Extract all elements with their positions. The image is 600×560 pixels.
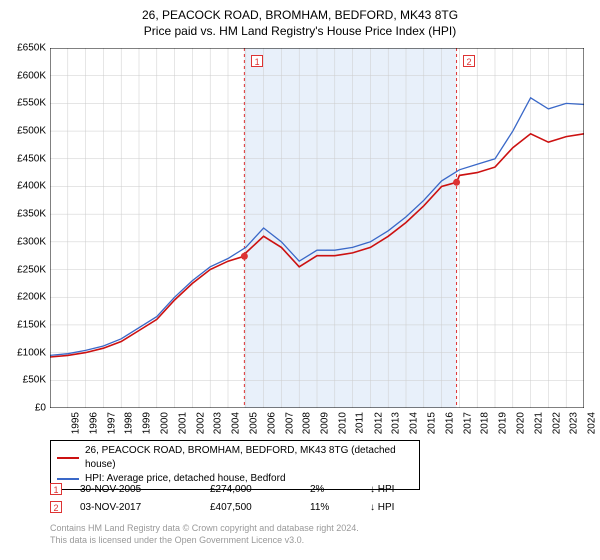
- x-tick-label: 2024: [586, 412, 597, 434]
- x-tick-label: 2000: [159, 412, 170, 434]
- chart-container: 26, PEACOCK ROAD, BROMHAM, BEDFORD, MK43…: [0, 0, 600, 560]
- sale-date: 30-NOV-2005: [80, 484, 210, 495]
- x-tick-label: 2022: [551, 412, 562, 434]
- x-tick-label: 2005: [248, 412, 259, 434]
- x-tick-label: 2012: [373, 412, 384, 434]
- sale-arrow: ↓ HPI: [370, 502, 420, 513]
- y-tick-label: £350K: [17, 209, 46, 220]
- x-tick-label: 2013: [391, 412, 402, 434]
- x-tick-label: 2003: [213, 412, 224, 434]
- sale-marker-2: 2: [463, 55, 475, 67]
- y-tick-label: £250K: [17, 264, 46, 275]
- y-tick-label: £500K: [17, 126, 46, 137]
- legend-item: 26, PEACOCK ROAD, BROMHAM, BEDFORD, MK43…: [57, 444, 413, 472]
- y-tick-label: £400K: [17, 181, 46, 192]
- x-tick-label: 2006: [266, 412, 277, 434]
- sale-arrow: ↓ HPI: [370, 484, 420, 495]
- x-tick-label: 2020: [515, 412, 526, 434]
- x-tick-label: 1999: [141, 412, 152, 434]
- y-tick-label: £650K: [17, 43, 46, 54]
- x-tick-label: 1997: [106, 412, 117, 434]
- sale-marker-icon: 2: [50, 501, 62, 513]
- x-tick-label: 2015: [426, 412, 437, 434]
- chart-area: £0£50K£100K£150K£200K£250K£300K£350K£400…: [50, 48, 584, 408]
- footer-attribution: Contains HM Land Registry data © Crown c…: [50, 522, 359, 546]
- sale-row: 2 03-NOV-2017£407,50011%↓ HPI: [50, 498, 580, 516]
- title-sub: Price paid vs. HM Land Registry's House …: [0, 24, 600, 38]
- legend-swatch: [57, 457, 79, 459]
- x-tick-label: 2002: [195, 412, 206, 434]
- y-tick-label: £50K: [23, 375, 46, 386]
- x-tick-label: 2001: [177, 412, 188, 434]
- x-tick-label: 2016: [444, 412, 455, 434]
- x-tick-label: 2009: [319, 412, 330, 434]
- x-tick-label: 2008: [302, 412, 313, 434]
- y-tick-label: £200K: [17, 292, 46, 303]
- y-tick-label: £150K: [17, 319, 46, 330]
- footer-line1: Contains HM Land Registry data © Crown c…: [50, 522, 359, 534]
- x-tick-label: 2014: [408, 412, 419, 434]
- x-tick-label: 2010: [337, 412, 348, 434]
- x-tick-label: 1995: [70, 412, 81, 434]
- y-tick-label: £0: [35, 403, 46, 414]
- y-tick-label: £600K: [17, 70, 46, 81]
- sale-marker-icon: 1: [50, 483, 62, 495]
- title-block: 26, PEACOCK ROAD, BROMHAM, BEDFORD, MK43…: [0, 0, 600, 38]
- y-tick-label: £300K: [17, 236, 46, 247]
- x-tick-label: 2021: [533, 412, 544, 434]
- sale-delta: 11%: [310, 502, 370, 513]
- footer-line2: This data is licensed under the Open Gov…: [50, 534, 359, 546]
- x-tick-label: 2018: [480, 412, 491, 434]
- y-tick-label: £450K: [17, 153, 46, 164]
- sale-price: £274,000: [210, 484, 310, 495]
- x-tick-label: 2019: [497, 412, 508, 434]
- x-tick-label: 2023: [569, 412, 580, 434]
- x-tick-label: 2007: [284, 412, 295, 434]
- legend-label: 26, PEACOCK ROAD, BROMHAM, BEDFORD, MK43…: [85, 444, 413, 472]
- y-tick-label: £550K: [17, 98, 46, 109]
- sale-date: 03-NOV-2017: [80, 502, 210, 513]
- title-main: 26, PEACOCK ROAD, BROMHAM, BEDFORD, MK43…: [0, 8, 600, 22]
- sale-price: £407,500: [210, 502, 310, 513]
- x-tick-label: 2017: [462, 412, 473, 434]
- x-tick-label: 1996: [88, 412, 99, 434]
- x-tick-label: 2011: [354, 412, 365, 434]
- sales-table: 1 30-NOV-2005£274,0002%↓ HPI 2 03-NOV-2017£…: [50, 480, 580, 516]
- sale-delta: 2%: [310, 484, 370, 495]
- y-tick-label: £100K: [17, 347, 46, 358]
- x-tick-label: 1998: [124, 412, 135, 434]
- sale-marker-1: 1: [251, 55, 263, 67]
- line-chart: [50, 48, 584, 408]
- sale-row: 1 30-NOV-2005£274,0002%↓ HPI: [50, 480, 580, 498]
- x-tick-label: 2004: [230, 412, 241, 434]
